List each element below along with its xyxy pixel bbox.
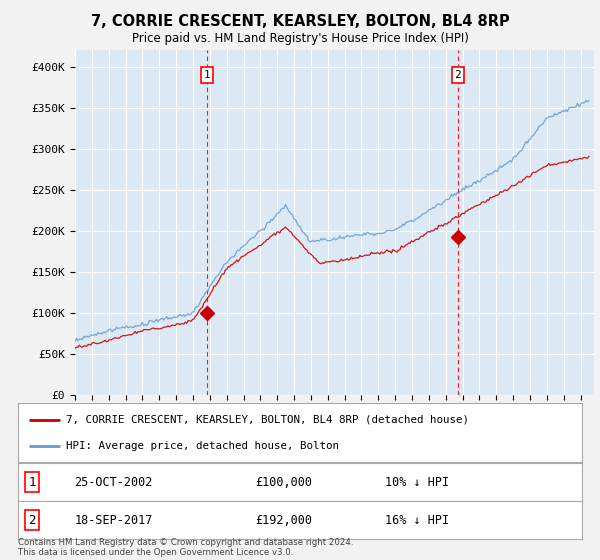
Text: £100,000: £100,000 xyxy=(255,475,312,489)
Text: 2: 2 xyxy=(28,514,36,527)
Text: 10% ↓ HPI: 10% ↓ HPI xyxy=(385,475,449,489)
Text: 1: 1 xyxy=(203,70,210,80)
Text: 18-SEP-2017: 18-SEP-2017 xyxy=(74,514,153,527)
Text: Contains HM Land Registry data © Crown copyright and database right 2024.
This d: Contains HM Land Registry data © Crown c… xyxy=(18,538,353,557)
Text: 2: 2 xyxy=(454,70,461,80)
Text: Price paid vs. HM Land Registry's House Price Index (HPI): Price paid vs. HM Land Registry's House … xyxy=(131,32,469,45)
Text: 7, CORRIE CRESCENT, KEARSLEY, BOLTON, BL4 8RP: 7, CORRIE CRESCENT, KEARSLEY, BOLTON, BL… xyxy=(91,14,509,29)
Text: £192,000: £192,000 xyxy=(255,514,312,527)
Text: 7, CORRIE CRESCENT, KEARSLEY, BOLTON, BL4 8RP (detached house): 7, CORRIE CRESCENT, KEARSLEY, BOLTON, BL… xyxy=(66,414,469,424)
Text: 1: 1 xyxy=(28,475,36,489)
Text: 25-OCT-2002: 25-OCT-2002 xyxy=(74,475,153,489)
Text: 16% ↓ HPI: 16% ↓ HPI xyxy=(385,514,449,527)
Text: HPI: Average price, detached house, Bolton: HPI: Average price, detached house, Bolt… xyxy=(66,441,339,451)
